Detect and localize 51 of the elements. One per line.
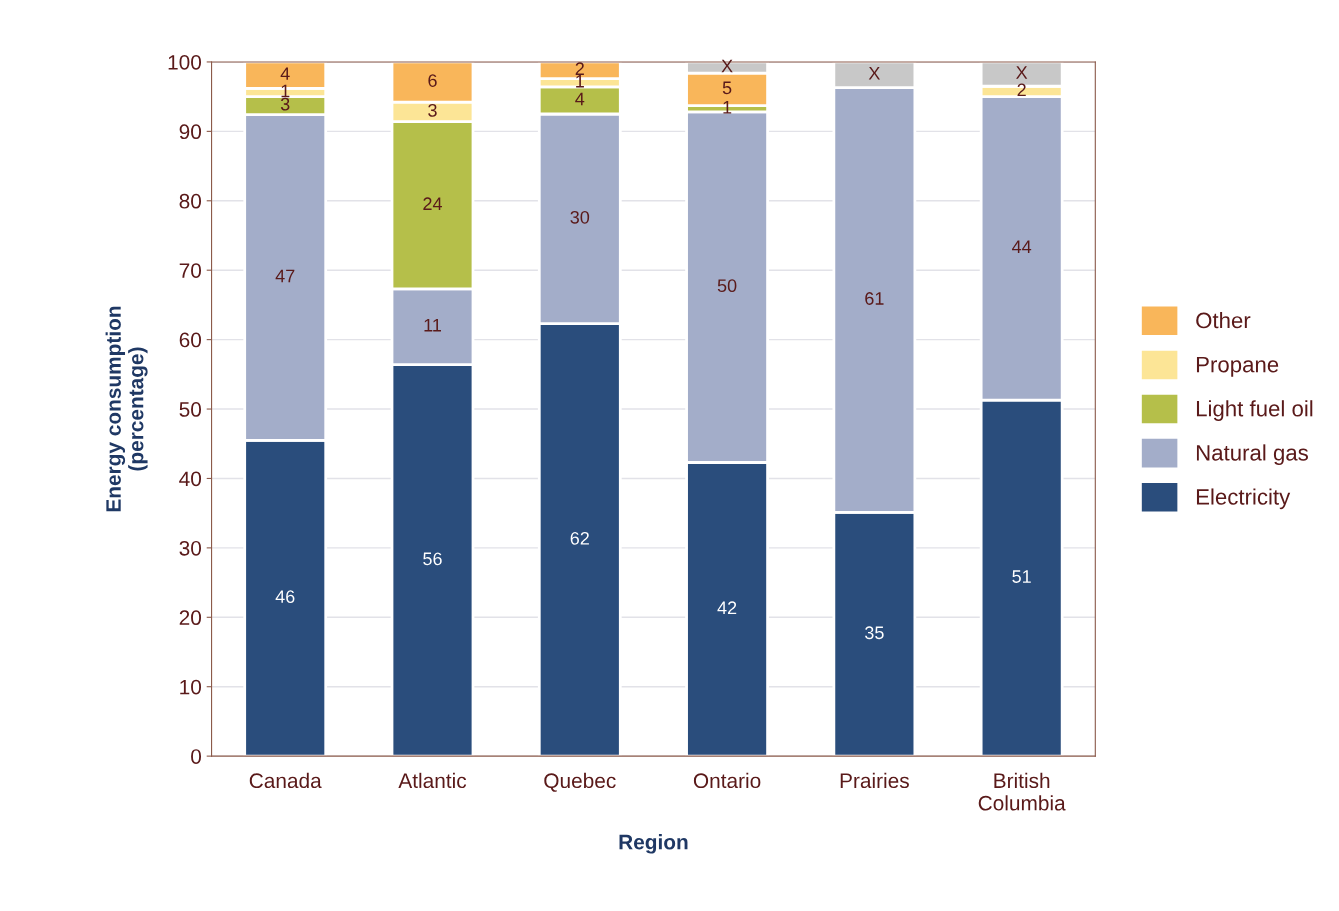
data-label: 30 — [570, 210, 590, 224]
data-label: 47 — [275, 269, 295, 283]
x-tick-label: Canada — [249, 772, 322, 789]
data-label: 3 — [280, 97, 290, 111]
data-label: 44 — [1012, 240, 1032, 253]
data-label: 62 — [570, 531, 589, 545]
y-axis-title: Energy consumption (percentage) — [105, 306, 148, 512]
data-label: 51 — [1012, 570, 1031, 583]
data-label: 1 — [576, 75, 584, 88]
y-tick-label: 80 — [179, 193, 202, 209]
data-label: 24 — [423, 197, 443, 210]
data-label: X — [721, 59, 733, 73]
legend-label: Other — [1196, 311, 1251, 329]
x-tick-label: Atlantic — [398, 772, 467, 789]
data-label: 56 — [423, 552, 442, 566]
data-label: 46 — [275, 590, 295, 604]
y-tick-label: 10 — [180, 679, 202, 695]
legend-label: Natural gas — [1196, 444, 1308, 466]
data-label: 4 — [575, 92, 585, 106]
legend-label: Propane — [1196, 356, 1279, 377]
data-label: 61 — [865, 292, 884, 305]
data-label: 3 — [428, 103, 437, 117]
data-label: 11 — [424, 319, 441, 332]
y-tick-label: 30 — [179, 540, 202, 556]
data-label: 42 — [717, 601, 737, 614]
data-label: 1 — [723, 101, 732, 114]
x-tick-label: Quebec — [544, 772, 616, 792]
x-tick-label: Prairies — [840, 772, 909, 789]
data-label: 2 — [1017, 83, 1026, 97]
x-axis-title: Region — [619, 834, 688, 854]
y-tick-label: 90 — [179, 124, 202, 140]
data-label: X — [868, 67, 881, 80]
y-tick-label: 50 — [179, 402, 202, 417]
legend-label: Light fuel oil — [1196, 400, 1313, 421]
data-label: 2 — [575, 62, 584, 75]
y-tick-label: 100 — [168, 54, 202, 70]
x-tick-label: British Columbia — [978, 772, 1066, 811]
y-tick-label: 70 — [179, 263, 202, 278]
x-tick-label: Ontario — [693, 772, 761, 789]
data-label: 1 — [281, 84, 290, 98]
data-label: 4 — [280, 67, 290, 80]
y-tick-label: 40 — [179, 471, 202, 487]
y-tick-label: 0 — [191, 749, 202, 764]
data-label: 5 — [722, 81, 732, 95]
data-label: 35 — [865, 626, 884, 640]
data-label: 6 — [428, 74, 437, 87]
data-label: 50 — [717, 279, 737, 293]
y-tick-label: 20 — [179, 610, 202, 626]
legend-label: Electricity — [1196, 488, 1291, 510]
data-label: X — [1016, 66, 1028, 79]
y-tick-label: 60 — [179, 332, 202, 348]
